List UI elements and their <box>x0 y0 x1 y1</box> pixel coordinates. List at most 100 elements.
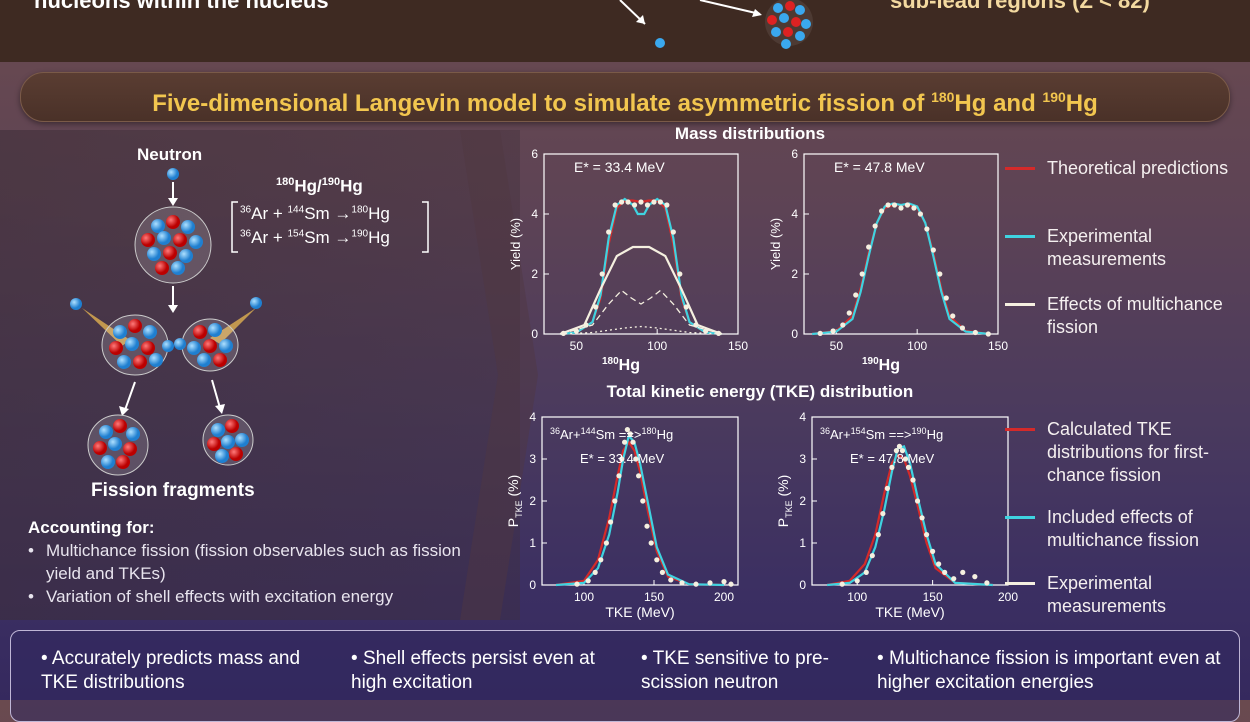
data-point <box>631 202 638 208</box>
data-point <box>817 330 823 336</box>
arrow-head-icon <box>752 9 762 17</box>
data-point <box>896 443 903 449</box>
x-tick-label: 150 <box>644 590 664 604</box>
iso2-mass: 190 <box>1042 89 1066 105</box>
nucleus-cluster <box>765 0 813 49</box>
energy-annotation: E* = 47.8 MeV <box>834 159 925 175</box>
data-point <box>853 292 859 298</box>
plot-frame <box>803 153 999 335</box>
energy-annotation: E* = 33.4 MeV <box>580 451 665 466</box>
y-axis-label: PTKE (%) <box>505 475 524 528</box>
data-point <box>703 328 709 334</box>
series-line-experiment <box>811 202 991 336</box>
data-point <box>683 304 689 310</box>
compound-nucleus <box>134 206 212 284</box>
legend-label: Experimental measurements <box>1047 573 1167 616</box>
x-axis-label: TKE (MeV) <box>875 604 944 620</box>
data-point <box>830 328 836 334</box>
x-axis-label: 190Hg <box>862 356 900 374</box>
x-axis-label: TKE (MeV) <box>605 604 674 620</box>
legend-swatch <box>1005 516 1035 519</box>
data-point <box>638 199 644 205</box>
data-point <box>633 456 639 462</box>
y-tick-label: 3 <box>799 452 806 466</box>
data-point <box>592 569 598 575</box>
data-point <box>879 208 885 214</box>
x-tick-label: 150 <box>923 590 943 604</box>
data-point <box>943 295 949 301</box>
data-point <box>668 577 674 583</box>
data-point <box>950 313 956 319</box>
x-tick-label: 100 <box>907 339 927 353</box>
banner-title-text: Five-dimensional Langevin model to simul… <box>152 90 932 117</box>
data-point <box>985 331 991 337</box>
fragment-light <box>202 414 254 466</box>
y-tick-label: 6 <box>531 147 538 161</box>
arrow-head-icon <box>636 15 645 24</box>
data-point <box>893 448 900 454</box>
iso1-mass: 180 <box>931 89 955 105</box>
y-tick-label: 3 <box>529 452 536 466</box>
y-tick-label: 0 <box>791 327 798 341</box>
header-right-text: sub-lead regions (Z < 82) <box>890 0 1150 13</box>
conclusion-item: • TKE sensitive to pre-scission neutron <box>641 648 829 693</box>
legend-swatch <box>1005 303 1035 306</box>
data-point <box>959 325 966 331</box>
data-point <box>627 431 633 437</box>
data-point <box>616 473 622 479</box>
data-point <box>972 574 978 580</box>
accounting-title: Accounting for: <box>28 518 155 537</box>
data-point <box>677 271 683 277</box>
neutron-ball <box>250 297 262 309</box>
header-left-text: nucleons within the nucleus <box>34 0 329 13</box>
compound-label: 180Hg/190Hg <box>276 176 363 196</box>
data-point <box>839 581 845 587</box>
data-point <box>651 199 657 205</box>
data-point <box>619 456 625 462</box>
data-point <box>654 557 660 563</box>
data-point <box>693 581 699 587</box>
y-tick-label: 4 <box>529 410 536 424</box>
y-tick-label: 0 <box>529 578 536 592</box>
legend-tke-firstchance: Calculated TKE distributions for first-c… <box>1005 418 1247 487</box>
arrow-down-icon <box>215 404 225 414</box>
series-line-theory <box>826 453 993 587</box>
conclusion-item: • Accurately predicts mass and TKE distr… <box>41 648 301 693</box>
series-line-theory <box>560 199 722 336</box>
ray-right <box>210 308 256 344</box>
legend-multichance: Effects of multichance fission <box>1005 293 1247 339</box>
data-point <box>884 485 890 491</box>
data-point <box>622 439 628 445</box>
legend-swatch <box>1005 167 1035 170</box>
arrow-down-icon <box>168 305 178 313</box>
data-point <box>612 202 618 208</box>
data-point <box>583 322 589 328</box>
data-point <box>984 580 990 586</box>
data-point <box>923 532 930 538</box>
x-tick-label: 200 <box>998 590 1018 604</box>
neutron-ball <box>655 38 665 48</box>
data-point <box>644 202 651 208</box>
series-line-multichance <box>560 289 722 335</box>
chart-tke-190: 100 150 200 0 1 2 3 4 36Ar+154Sm ==>190Hg E* = 47… <box>775 410 1018 620</box>
data-point <box>636 473 642 479</box>
accounting-block: Accounting for: Multichance fission (fis… <box>22 516 466 608</box>
legend-label: Experimental measurements <box>1047 226 1167 269</box>
y-tick-label: 4 <box>799 410 806 424</box>
x-tick-label: 50 <box>570 339 584 353</box>
y-axis-label: PTKE (%) <box>775 475 794 528</box>
conclusion-item: • Multichance fission is important even … <box>877 648 1221 693</box>
arrow-down-icon <box>119 406 129 416</box>
bracket-right <box>422 201 429 253</box>
data-point <box>951 576 957 582</box>
x-tick-label: 100 <box>647 339 667 353</box>
legend-label: Calculated TKE distributions for first-c… <box>1047 419 1210 485</box>
data-point <box>972 329 978 336</box>
accounting-item: Variation of shell effects with excitati… <box>28 585 466 608</box>
plot-frame <box>811 416 1009 586</box>
data-point <box>930 247 936 253</box>
data-point <box>659 569 665 575</box>
neutron-ball <box>70 298 82 310</box>
x-tick-label: 200 <box>714 590 734 604</box>
data-point <box>608 519 614 525</box>
